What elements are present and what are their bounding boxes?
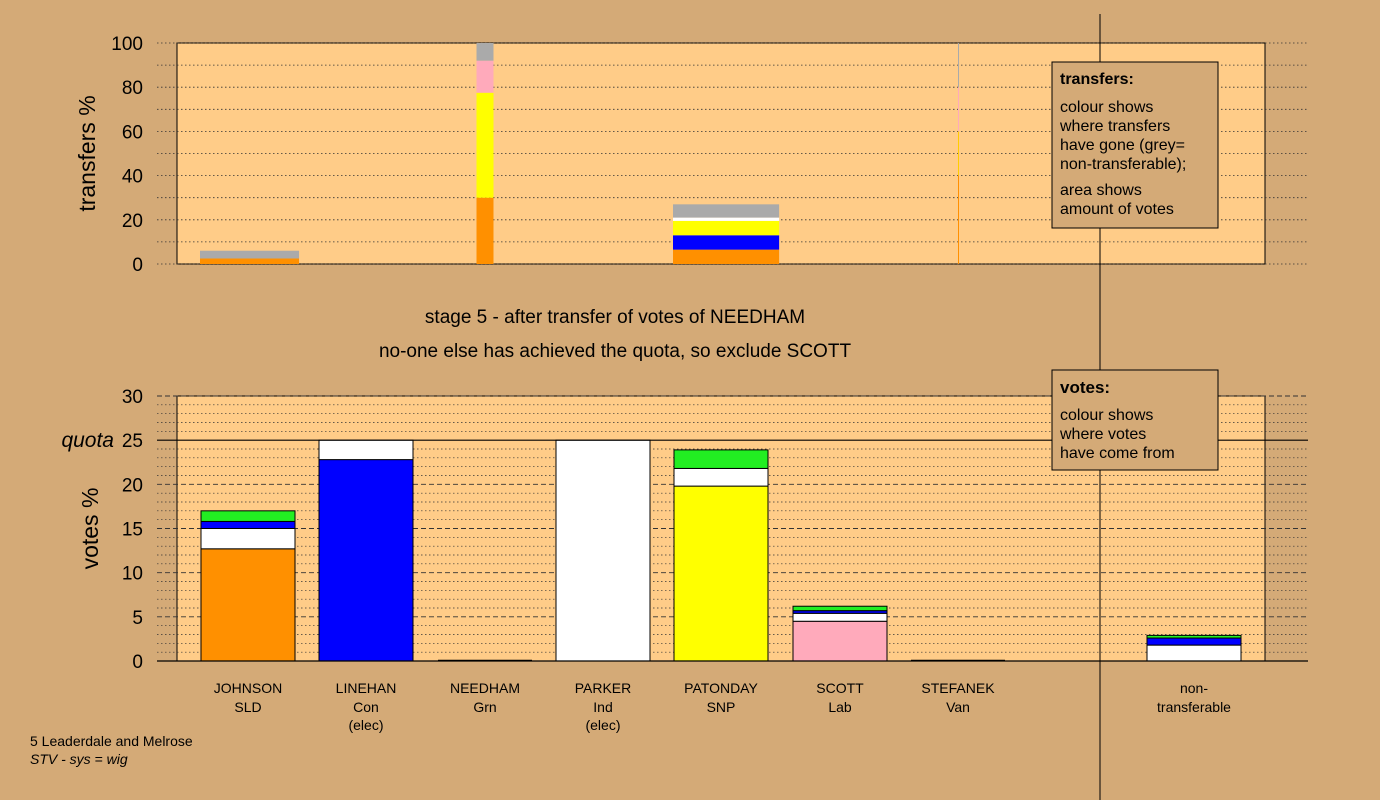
- vote-bar-segment: [792, 620, 888, 662]
- candidate-party: SLD: [234, 699, 261, 715]
- transfer-bar-segment: [673, 249, 780, 264]
- transfers-y-tick: 100: [111, 34, 143, 55]
- transfer-bar-segment: [958, 131, 959, 176]
- votes-y-tick: 30: [122, 387, 143, 408]
- transfer-bar-segment: [673, 204, 780, 218]
- vote-bar-segment: [555, 439, 651, 662]
- transfers-y-tick: 40: [122, 167, 143, 188]
- votes-y-tick: 10: [122, 564, 143, 585]
- system-label: STV - sys = wig: [30, 751, 128, 767]
- candidate-party: Grn: [473, 699, 496, 715]
- votes-box-line: where votes: [1059, 426, 1146, 443]
- transfers-y-tick: 0: [132, 255, 143, 276]
- votes-box-line: colour shows: [1060, 407, 1153, 424]
- vote-bar-segment: [318, 439, 414, 461]
- vote-bar-segment: [792, 612, 888, 622]
- candidate-party: Ind: [593, 699, 612, 715]
- nontransferable-bar-segment: [1146, 637, 1242, 646]
- transfers-y-axis-label: transfers %: [74, 95, 100, 211]
- transfers-box-line: have gone (grey=: [1060, 137, 1185, 154]
- transfers-y-tick: 80: [122, 78, 143, 99]
- transfer-bar-segment: [476, 92, 494, 198]
- transfers-info-box: transfers: colour shows where transfers …: [1051, 61, 1219, 229]
- constituency-label: 5 Leaderdale and Melrose: [30, 733, 193, 749]
- vote-bar-segment: [200, 528, 296, 550]
- vote-bar-segment: [673, 467, 769, 487]
- transfer-bar-segment: [673, 235, 780, 250]
- vote-bar-segment: [200, 548, 296, 662]
- candidate-name: NEEDHAM: [450, 680, 520, 696]
- transfers-y-tick: 20: [122, 211, 143, 232]
- transfer-bar-segment: [673, 220, 780, 236]
- candidate-name: SCOTT: [816, 680, 864, 696]
- votes-box-title: votes:: [1060, 378, 1110, 397]
- transfer-bar-segment: [476, 197, 494, 264]
- transfers-y-tick: 60: [122, 122, 143, 143]
- transfer-bar-segment: [958, 87, 959, 132]
- nontransferable-label: transferable: [1157, 699, 1231, 715]
- vote-bar-segment: [318, 459, 414, 662]
- vote-bar-segment: [200, 520, 296, 530]
- vote-bar-segment: [792, 605, 888, 612]
- votes-info-box: votes: colour shows where votes have com…: [1051, 369, 1219, 471]
- vote-bar-segment: [673, 485, 769, 662]
- transfer-bar-segment: [673, 217, 780, 221]
- candidate-party: Con: [353, 699, 379, 715]
- candidate-name: PARKER: [575, 680, 632, 696]
- candidate-note: (elec): [348, 717, 383, 733]
- quota-label: quota: [61, 429, 114, 452]
- candidate-name: STEFANEK: [921, 680, 995, 696]
- votes-y-tick: 5: [132, 608, 143, 629]
- votes-box-line: have come from: [1060, 445, 1175, 462]
- transfers-box-line: where transfers: [1059, 118, 1170, 135]
- nontransferable-bar-segment: [1146, 634, 1242, 639]
- exclusion-heading: no-one else has achieved the quota, so e…: [379, 341, 852, 362]
- candidate-party: Lab: [828, 699, 852, 715]
- transfer-bar-segment: [200, 258, 300, 264]
- transfers-box-line: amount of votes: [1060, 201, 1174, 218]
- transfer-bar-segment: [958, 43, 959, 88]
- transfers-box-line: non-transferable);: [1060, 156, 1186, 173]
- transfer-bar-segment: [476, 60, 494, 93]
- vote-bar-segment: [673, 449, 769, 469]
- stage-heading: stage 5 - after transfer of votes of NEE…: [425, 307, 805, 328]
- votes-y-tick: 15: [122, 520, 143, 541]
- nontransferable-bar-segment: [1146, 644, 1242, 662]
- votes-y-tick: 0: [132, 652, 143, 673]
- transfer-bar-segment: [200, 250, 300, 259]
- votes-y-axis-label: votes %: [77, 488, 103, 570]
- transfers-box-line: area shows: [1060, 182, 1142, 199]
- quota-tick: 25: [122, 431, 143, 452]
- nontransferable-label: non-: [1180, 680, 1208, 696]
- transfers-box-line: colour shows: [1060, 99, 1153, 116]
- transfer-bar-segment: [476, 43, 494, 61]
- candidate-note: (elec): [585, 717, 620, 733]
- candidate-name: JOHNSON: [214, 680, 282, 696]
- candidate-name: PATONDAY: [684, 680, 758, 696]
- transfer-bar-segment: [958, 175, 959, 264]
- candidate-name: LINEHAN: [336, 680, 397, 696]
- candidate-party: SNP: [707, 699, 736, 715]
- vote-bar-segment: [200, 510, 296, 522]
- votes-y-tick: 20: [122, 475, 143, 496]
- transfers-box-title: transfers:: [1060, 71, 1134, 88]
- candidate-party: Van: [946, 699, 970, 715]
